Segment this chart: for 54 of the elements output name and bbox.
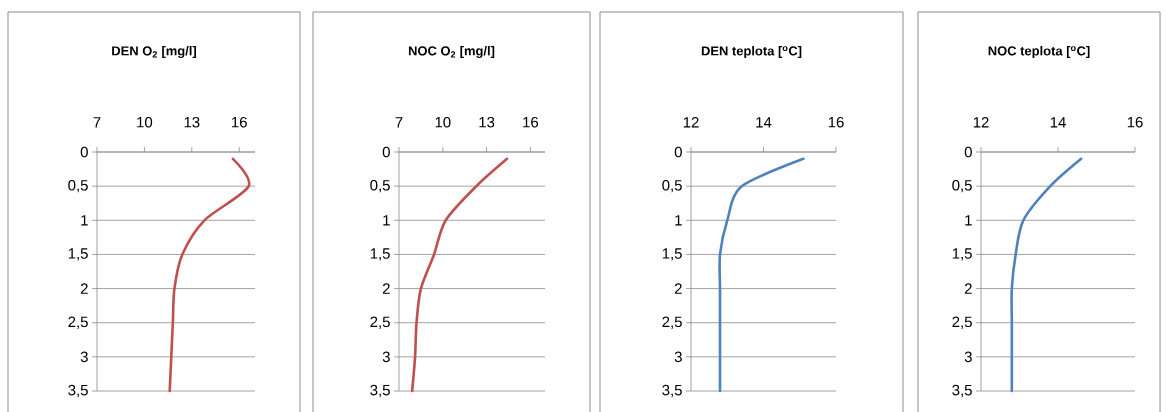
y-tick-label: 3: [382, 351, 390, 363]
y-tick-label: 1,5: [370, 248, 390, 261]
y-tick-label: 0: [964, 146, 972, 158]
line-series: [718, 157, 805, 393]
y-tick-label: 3,5: [952, 384, 972, 398]
y-tick-label: 0,5: [952, 179, 972, 193]
x-tick-label: 13: [479, 116, 495, 128]
y-tick-label: 2: [674, 283, 682, 294]
x-tick-label: 10: [137, 116, 153, 128]
x-tick-label: 14: [1050, 117, 1066, 128]
y-tick-label: 2: [382, 283, 390, 294]
y-tick-label: 1,5: [68, 248, 88, 261]
x-tick-label: 16: [232, 116, 247, 128]
y-tick-label: 0,5: [68, 179, 88, 193]
y-tick-label: 0: [80, 146, 88, 158]
line-series: [1010, 157, 1083, 393]
x-tick-label: 16: [1127, 116, 1143, 128]
y-tick-label: 1: [965, 215, 972, 226]
y-tick-label: 2: [964, 283, 972, 294]
y-tick-label: 1,5: [952, 248, 972, 261]
y-tick-label: 0: [674, 146, 682, 158]
x-tick-label: 13: [184, 116, 200, 128]
y-tick-label: 1: [383, 215, 390, 226]
x-tick-label: 16: [828, 116, 844, 128]
line-series: [410, 157, 509, 393]
y-tick-label: 0,5: [662, 179, 682, 193]
chart-title: DEN teplota [$^{o}$C]: [701, 45, 802, 59]
x-tick-label: 12: [973, 117, 989, 128]
chart-title: DEN O$_{2}$ [mg/l]: [112, 45, 196, 59]
chart-title: NOC teplota [$^{o}$C]: [988, 45, 1090, 59]
y-tick-label: 1: [675, 215, 682, 226]
y-tick-label: 0,5: [370, 179, 390, 193]
x-tick-label: 16: [523, 116, 539, 128]
x-tick-label: 14: [756, 117, 772, 128]
y-tick-label: 3,5: [68, 384, 88, 398]
y-tick-label: 3,5: [370, 384, 390, 398]
y-tick-label: 3,5: [662, 384, 682, 398]
x-tick-label: 10: [435, 116, 451, 128]
line-series: [168, 157, 251, 393]
y-tick-label: 2: [80, 283, 88, 294]
y-tick-label: 1: [81, 215, 88, 226]
chart-title: NOC O$_{2}$ [mg/l]: [408, 45, 495, 59]
y-tick-label: 2,5: [662, 316, 682, 329]
x-tick-label: 7: [395, 117, 403, 128]
x-tick-label: 7: [93, 117, 101, 128]
y-tick-label: 2,5: [370, 316, 390, 329]
y-tick-label: 2,5: [952, 316, 972, 329]
y-tick-label: 3: [964, 351, 972, 363]
y-tick-label: 1,5: [662, 248, 682, 261]
x-tick-label: 12: [683, 117, 699, 128]
y-tick-label: 2,5: [68, 316, 88, 329]
y-tick-label: 3: [80, 351, 88, 363]
y-tick-label: 0: [382, 146, 390, 158]
y-tick-label: 3: [674, 351, 682, 363]
